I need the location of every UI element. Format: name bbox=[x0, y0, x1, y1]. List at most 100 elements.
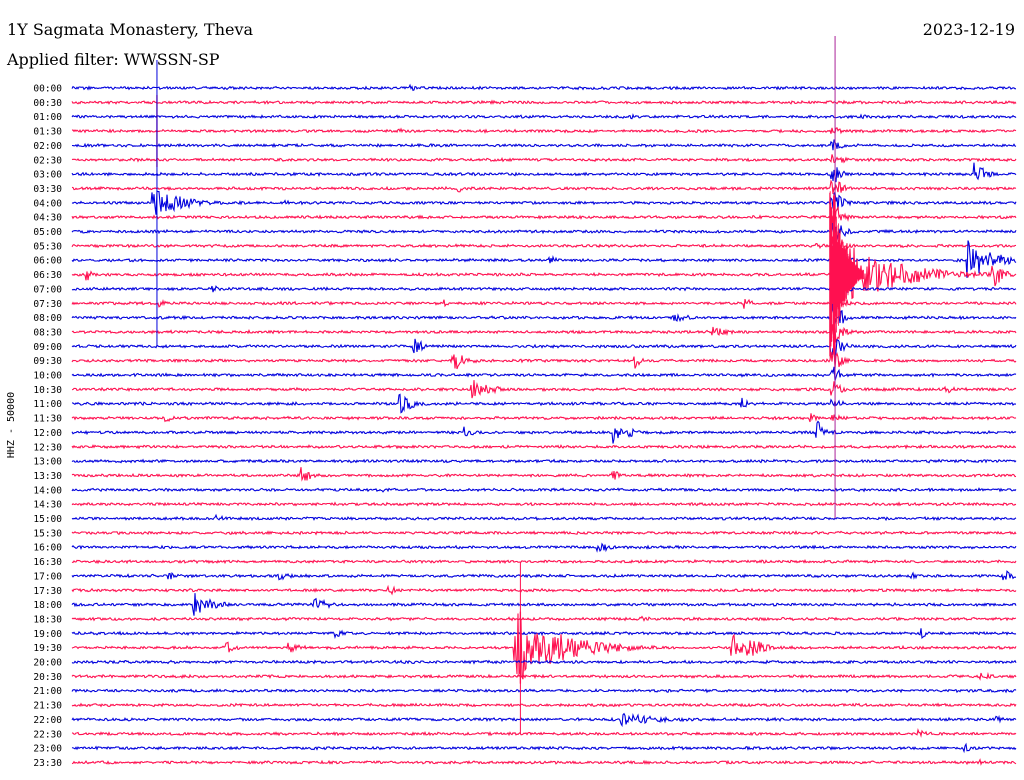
filter-label: Applied filter: WWSSN-SP bbox=[7, 50, 220, 69]
trace-2030 bbox=[71, 671, 1017, 681]
trace-1430 bbox=[71, 501, 1017, 507]
time-label-0300: 03:00 bbox=[33, 170, 62, 181]
time-label-0030: 00:30 bbox=[33, 98, 62, 109]
time-label-2230: 22:30 bbox=[33, 729, 62, 740]
trace-2200 bbox=[71, 712, 1017, 728]
trace-0600 bbox=[71, 240, 1017, 278]
trace-0500 bbox=[71, 222, 1017, 242]
y-axis-label: HHZ - 50000 bbox=[6, 392, 17, 458]
time-label-1500: 15:00 bbox=[33, 514, 62, 525]
station-title: 1Y Sagmata Monastery, Theva bbox=[7, 20, 254, 39]
time-label-1900: 19:00 bbox=[33, 629, 62, 640]
trace-0700 bbox=[71, 276, 1017, 302]
trace-1600 bbox=[71, 542, 1017, 553]
time-label-1130: 11:30 bbox=[33, 414, 62, 425]
time-label-0730: 07:30 bbox=[33, 299, 62, 310]
time-label-1630: 16:30 bbox=[33, 557, 62, 568]
trace-1630 bbox=[71, 558, 1017, 565]
time-label-1600: 16:00 bbox=[33, 543, 62, 554]
trace-1400 bbox=[71, 487, 1017, 493]
time-label-1200: 12:00 bbox=[33, 428, 62, 439]
trace-2230 bbox=[71, 728, 1017, 738]
date-label: 2023-12-19 bbox=[922, 20, 1015, 39]
time-label-1300: 13:00 bbox=[33, 457, 62, 468]
trace-1500 bbox=[71, 513, 1017, 522]
trace-1100 bbox=[71, 393, 1016, 414]
time-label-1800: 18:00 bbox=[33, 600, 62, 611]
trace-0430 bbox=[71, 206, 1017, 231]
time-label-0530: 05:30 bbox=[33, 241, 62, 252]
time-label-1530: 15:30 bbox=[33, 528, 62, 539]
time-label-0900: 09:00 bbox=[33, 342, 62, 353]
trace-1200 bbox=[71, 420, 1017, 444]
time-label-2030: 20:30 bbox=[33, 672, 62, 683]
trace-2100 bbox=[71, 688, 1017, 694]
time-label-0000: 00:00 bbox=[33, 84, 62, 95]
trace-0300 bbox=[71, 162, 1017, 183]
time-label-1000: 10:00 bbox=[33, 371, 62, 382]
time-label-1730: 17:30 bbox=[33, 586, 62, 597]
time-label-0500: 05:00 bbox=[33, 227, 62, 238]
trace-1930 bbox=[71, 613, 1017, 680]
trace-2300 bbox=[71, 742, 1017, 754]
time-label-0430: 04:30 bbox=[33, 213, 62, 224]
time-label-0630: 06:30 bbox=[33, 270, 62, 281]
trace-0530 bbox=[71, 229, 1017, 253]
trace-0730 bbox=[71, 289, 1017, 319]
trace-1330 bbox=[71, 467, 1017, 482]
time-label-0330: 03:30 bbox=[33, 184, 62, 195]
time-label-0930: 09:30 bbox=[33, 356, 62, 367]
time-label-2130: 21:30 bbox=[33, 701, 62, 712]
trace-0400 bbox=[71, 190, 1017, 215]
time-label-0230: 02:30 bbox=[33, 155, 62, 166]
trace-1700 bbox=[71, 570, 1016, 581]
trace-0800 bbox=[71, 299, 1017, 325]
trace-0930 bbox=[71, 349, 1017, 370]
time-label-0800: 08:00 bbox=[33, 313, 62, 324]
trace-1230 bbox=[71, 444, 1017, 450]
trace-0230 bbox=[71, 154, 1017, 164]
time-label-1030: 10:30 bbox=[33, 385, 62, 396]
time-label-1430: 14:30 bbox=[33, 500, 62, 511]
time-label-1830: 18:30 bbox=[33, 614, 62, 625]
trace-1000 bbox=[71, 366, 1017, 381]
trace-1030 bbox=[71, 380, 1017, 399]
time-axis-labels: 00:00 00:30 01:00 01:30 02:00 02:30 03:00 03:30… bbox=[33, 84, 62, 769]
main-quake-burst bbox=[829, 191, 864, 358]
trace-1300 bbox=[71, 458, 1017, 464]
time-label-1930: 19:30 bbox=[33, 643, 62, 654]
trace-0330 bbox=[71, 179, 1017, 194]
trace-0100 bbox=[71, 113, 1017, 120]
time-label-1230: 12:30 bbox=[33, 442, 62, 453]
trace-1900 bbox=[71, 628, 1017, 640]
time-label-1330: 13:30 bbox=[33, 471, 62, 482]
seismic-traces bbox=[71, 36, 1017, 766]
trace-0000 bbox=[71, 83, 1017, 92]
trace-0030 bbox=[71, 99, 1017, 105]
time-label-2330: 23:30 bbox=[33, 758, 62, 769]
trace-0900 bbox=[71, 338, 1017, 359]
trace-0130 bbox=[71, 127, 1017, 135]
time-label-0130: 01:30 bbox=[33, 127, 62, 138]
time-label-2200: 22:00 bbox=[33, 715, 62, 726]
trace-0830 bbox=[71, 322, 1017, 343]
trace-1130 bbox=[71, 413, 1017, 423]
time-label-1400: 14:00 bbox=[33, 485, 62, 496]
time-label-0700: 07:00 bbox=[33, 284, 62, 295]
trace-2130 bbox=[71, 702, 1017, 708]
trace-0200 bbox=[71, 139, 1017, 151]
trace-1730 bbox=[71, 584, 1017, 596]
time-label-0200: 02:00 bbox=[33, 141, 62, 152]
time-label-1100: 11:00 bbox=[33, 399, 62, 410]
time-label-1700: 17:00 bbox=[33, 571, 62, 582]
trace-1530 bbox=[71, 530, 1017, 536]
time-label-2300: 23:00 bbox=[33, 744, 62, 755]
time-label-0400: 04:00 bbox=[33, 198, 62, 209]
time-label-0100: 01:00 bbox=[33, 112, 62, 123]
time-label-2000: 20:00 bbox=[33, 658, 62, 669]
trace-2330 bbox=[71, 758, 1017, 766]
time-label-0830: 08:30 bbox=[33, 327, 62, 338]
trace-1830 bbox=[71, 615, 1017, 622]
time-label-2100: 21:00 bbox=[33, 686, 62, 697]
